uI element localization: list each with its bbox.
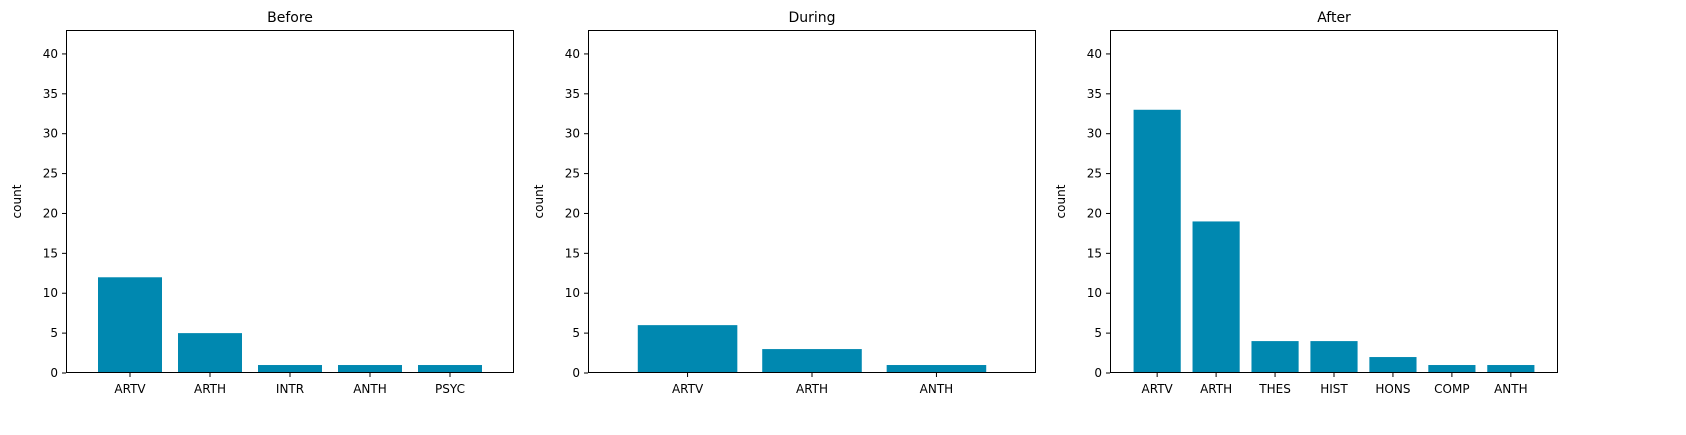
y-tick-label: 25 [1087,167,1102,181]
x-tick-label: ANTH [353,382,387,396]
chart-title: After [1317,10,1351,26]
bar-arth [1192,221,1240,373]
y-tick-label: 0 [50,366,58,380]
x-tick-label: ARTV [1142,382,1174,396]
y-tick-label: 40 [565,47,580,61]
bar-artv [637,325,738,373]
x-tick-label: ANTH [1494,382,1528,396]
y-tick-label: 35 [43,87,58,101]
y-tick-label: 20 [1087,206,1102,220]
bar-artv [98,277,162,373]
axes-frame [66,30,514,373]
y-tick-label: 40 [43,47,58,61]
y-axis-label: count [1054,184,1068,218]
y-tick-label: 5 [1094,326,1102,340]
x-tick-label: INTR [276,382,304,396]
y-tick-label: 5 [50,326,58,340]
y-tick-label: 25 [43,167,58,181]
y-tick-label: 35 [565,87,580,101]
y-tick-label: 30 [43,127,58,141]
x-tick-label: COMP [1434,382,1469,396]
bar-hist [1310,341,1358,373]
y-tick-label: 10 [43,286,58,300]
x-tick-label: PSYC [435,382,465,396]
chart-title: Before [267,10,313,26]
x-tick-label: ARTV [672,382,704,396]
y-tick-label: 15 [43,246,58,260]
y-tick-label: 30 [1087,127,1102,141]
bar-arth [762,349,862,373]
y-tick-label: 15 [565,246,580,260]
x-tick-label: HIST [1320,382,1348,396]
chart-panel-during: ARTV ARTH ANTH 0 5 10 15 20 25 30 35 40 During count [532,10,1036,396]
y-axis-label: count [532,184,546,218]
y-tick-label: 30 [565,127,580,141]
y-tick-label: 10 [1087,286,1102,300]
y-tick-label: 15 [1087,246,1102,260]
x-tick-label: HONS [1375,382,1410,396]
x-tick-label: ARTV [114,382,146,396]
bar-comp [1428,365,1476,373]
y-tick-label: 40 [1087,47,1102,61]
bar-hons [1369,357,1417,373]
chart-panel-before: ARTV ARTH INTR ANTH PSYC 0 5 10 15 20 25 30 35 40 Befo… [10,10,514,396]
bar-anth [1487,365,1535,373]
y-axis-label: count [10,184,24,218]
chart-title: During [788,10,835,26]
axes-frame [1110,30,1558,373]
x-tick-label: ANTH [920,382,954,396]
y-tick-label: 20 [565,206,580,220]
bar-artv [1133,109,1181,373]
y-tick-label: 25 [565,167,580,181]
bar-anth [886,365,987,373]
chart-panel-after: ARTV ARTH THES HIST HONS COMP ANTH 0 5 10 15 20 25 30… [1054,10,1558,396]
x-tick-label: ARTH [1200,382,1232,396]
x-tick-label: ARTH [194,382,226,396]
bar-thes [1251,341,1299,373]
y-tick-label: 5 [572,326,580,340]
x-tick-label: ARTH [796,382,828,396]
y-tick-label: 35 [1087,87,1102,101]
bar-anth [338,365,402,373]
y-tick-label: 0 [572,366,580,380]
y-tick-label: 20 [43,206,58,220]
axes-frame [588,30,1036,373]
bar-psyc [418,365,482,373]
bar-arth [178,333,242,373]
x-tick-label: THES [1258,382,1291,396]
y-tick-label: 0 [1094,366,1102,380]
y-tick-label: 10 [565,286,580,300]
bar-intr [258,365,322,373]
